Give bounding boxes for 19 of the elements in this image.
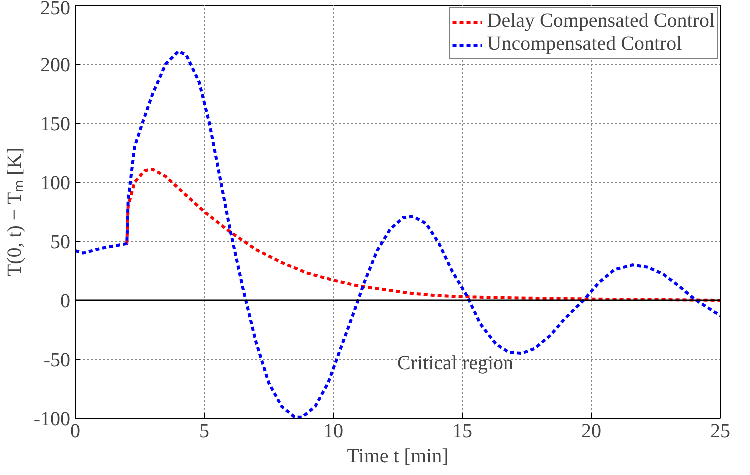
y-tick-label: 150 [40,114,70,136]
y-tick-label: 200 [40,54,70,76]
x-tick-label: 5 [200,420,210,442]
x-tick-label: 25 [710,420,730,442]
y-tick-label: 0 [60,290,70,312]
y-tick-label: 100 [40,172,70,194]
legend-label: Uncompensated Control [487,33,682,56]
x-tick-label: 15 [452,420,472,442]
x-tick-label: 10 [324,420,344,442]
line-series [126,168,720,302]
y-tick-label: 250 [40,0,70,20]
y-axis-title: T(0, t) − Tₘ [K] [4,148,26,277]
y-tick-label: -50 [44,350,71,372]
y-tick-label: -100 [34,408,71,430]
legend-label: Delay Compensated Control [487,10,715,33]
x-axis-title: Time t [min] [347,446,449,468]
x-tick-label: 20 [582,420,602,442]
y-tick-label: 50 [50,232,70,254]
annotation: Critical region [397,352,514,374]
